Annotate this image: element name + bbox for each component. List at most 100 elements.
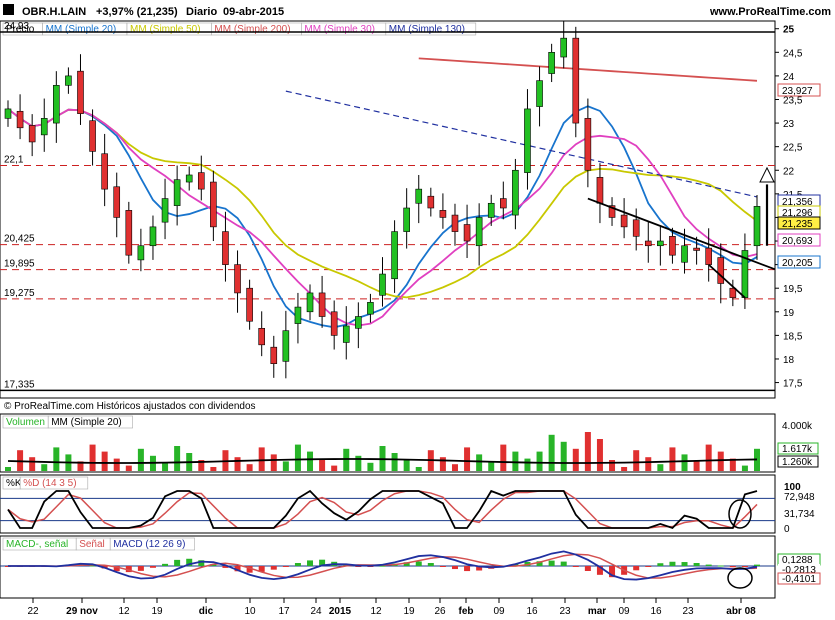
volume-bar xyxy=(174,446,181,471)
macd-histogram-bar xyxy=(439,566,446,567)
volume-bar xyxy=(294,444,301,471)
macd-histogram-bar xyxy=(451,566,458,570)
volume-bar xyxy=(101,451,108,471)
candle-down xyxy=(210,181,217,228)
tick-label: 19 xyxy=(783,308,795,319)
volume-bar xyxy=(609,460,616,471)
stochastic-lines xyxy=(0,489,775,530)
volume-bar xyxy=(29,457,36,471)
candle-down xyxy=(246,287,253,322)
macd-histogram-bar xyxy=(294,563,301,566)
x-tick-label: 2015 xyxy=(329,606,352,617)
x-tick-label: dic xyxy=(199,606,214,617)
menu-icon[interactable] xyxy=(3,4,14,15)
macd-histogram-bar xyxy=(282,566,289,567)
volume-bar xyxy=(536,451,543,471)
price-badge xyxy=(777,255,821,269)
candle-down xyxy=(644,240,652,247)
candle-down xyxy=(451,214,459,232)
macd-histogram-bar xyxy=(560,561,567,566)
legend-label: MM (Simple 20) xyxy=(46,24,117,35)
candle-down xyxy=(463,224,471,242)
volume-bar xyxy=(246,464,253,471)
header-bar xyxy=(0,0,835,20)
macd-histogram-bar xyxy=(89,565,96,567)
macd-histogram-bar xyxy=(379,565,386,567)
candle-up xyxy=(355,316,362,329)
ma200-line xyxy=(418,57,758,82)
macd-histogram-bar xyxy=(536,561,543,566)
price-badge-label: 21,356 xyxy=(782,197,813,208)
macd-histogram-bar xyxy=(548,560,555,566)
price-legend: Precio MM (Simple 20) MM (Simple 50) MM (Si… xyxy=(2,22,477,36)
candle-down xyxy=(717,257,725,284)
legend-box xyxy=(19,476,89,490)
candle-down xyxy=(669,236,676,256)
macd-histogram-bar xyxy=(609,566,616,578)
candle-up xyxy=(379,273,386,296)
volume-bar xyxy=(307,451,314,471)
volume-bar xyxy=(5,467,11,471)
macd-histogram-bar xyxy=(403,562,410,566)
level-label: 19,275 xyxy=(4,288,35,299)
candle-down xyxy=(28,125,36,143)
macd-histogram-bar xyxy=(596,566,603,575)
candle-up xyxy=(282,330,290,362)
volume-bar xyxy=(125,465,132,471)
x-tick-label: 09 xyxy=(618,606,630,617)
volume-bar xyxy=(645,457,652,471)
candle-up xyxy=(342,325,350,343)
macd-histogram-bar xyxy=(415,561,422,566)
x-tick-label: 23 xyxy=(682,606,694,617)
stoch-k-line xyxy=(7,489,758,530)
x-tick-label: 09 xyxy=(493,606,505,617)
ma-line xyxy=(7,108,758,327)
volume-bar xyxy=(500,444,507,471)
volume-bar xyxy=(512,451,519,471)
level-label: 22,1 xyxy=(4,155,24,166)
volume-bar xyxy=(741,465,748,471)
candle-up xyxy=(4,108,12,119)
macd-histogram-bar xyxy=(669,561,676,566)
x-axis: 22 29 nov 12 19 dic 10 17 24 2015 12 19 26 feb 09 16 23… xyxy=(27,598,756,617)
volume-bar xyxy=(198,460,205,471)
candle-up xyxy=(40,118,48,136)
x-tick-label: 16 xyxy=(650,606,662,617)
tick-label: 22 xyxy=(783,166,795,177)
macd-histogram-bar xyxy=(174,559,181,566)
price-footer: © ProRealTime.com Históricos ajustados c… xyxy=(4,401,256,412)
candle-down xyxy=(608,205,616,218)
candle-up xyxy=(487,202,495,218)
resistance-trendline xyxy=(587,197,776,271)
candle-up xyxy=(536,80,543,107)
candle-up xyxy=(657,240,664,247)
macd-histogram-bar xyxy=(693,563,700,566)
macd-histogram-bar xyxy=(657,563,664,566)
volume-bar xyxy=(464,447,471,471)
legend-label: Señal xyxy=(79,539,105,550)
x-tick-label: 19 xyxy=(403,606,415,617)
volume-bar xyxy=(729,458,736,471)
stoch-label: 100 xyxy=(784,482,801,493)
candle-down xyxy=(427,195,435,209)
volume-bar xyxy=(451,464,458,471)
volume-bar xyxy=(282,461,289,471)
volume-bar xyxy=(113,458,120,471)
x-tick-label: 23 xyxy=(559,606,571,617)
volume-bar xyxy=(596,439,603,471)
candle-down xyxy=(258,328,265,346)
price-badge-label: 20,205 xyxy=(782,258,813,269)
volume-bars xyxy=(5,432,760,471)
stochastic-legend: %K %D (14 3 5) xyxy=(2,476,89,490)
volume-badge xyxy=(777,455,819,468)
macd-histogram-bar xyxy=(234,566,241,572)
macd-histogram-bar xyxy=(754,564,760,566)
volume-label: 1.617k xyxy=(782,444,813,455)
price-badge-label: 20,693 xyxy=(782,236,813,247)
candle-down xyxy=(197,172,205,190)
candle-down xyxy=(222,231,229,265)
